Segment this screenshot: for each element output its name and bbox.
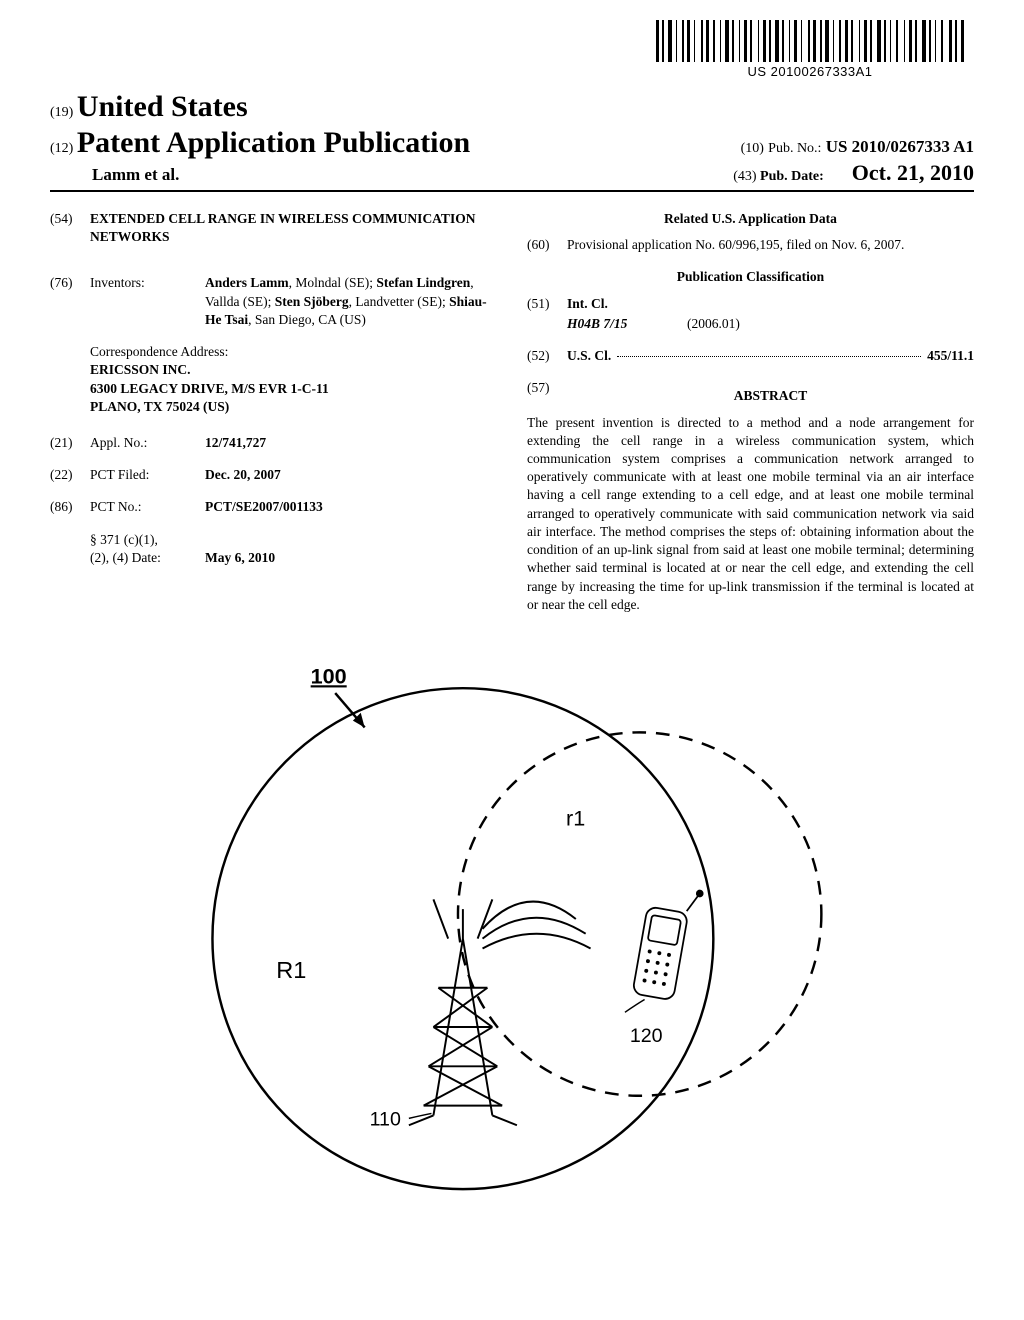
barcode: [656, 20, 964, 62]
tower-icon: [409, 899, 591, 1125]
s371-label-1: § 371 (c)(1),: [90, 532, 158, 547]
abstract-heading: ABSTRACT: [567, 387, 974, 405]
authority-code: (19): [50, 105, 73, 120]
figure-svg: 100 r1 R1 110: [132, 644, 892, 1194]
barcode-block: US 20100267333A1: [656, 20, 964, 79]
uscl-label: U.S. Cl.: [567, 347, 611, 365]
correspondence: Correspondence Address: ERICSSON INC. 63…: [90, 343, 497, 416]
document-header: (19) United States (12) Patent Applicati…: [50, 90, 974, 192]
class-heading: Publication Classification: [527, 268, 974, 286]
related-heading: Related U.S. Application Data: [527, 210, 974, 228]
related-code: (60): [527, 236, 567, 254]
pub-date-code: (43): [733, 169, 756, 184]
corr-line-0: ERICSSON INC.: [90, 361, 497, 379]
pct-no-label: PCT No.:: [90, 498, 205, 516]
fig-label-110: 110: [370, 1108, 401, 1130]
corr-line-1: 6300 LEGACY DRIVE, M/S EVR 1-C-11: [90, 380, 497, 398]
pct-filed: Dec. 20, 2007: [205, 466, 497, 484]
intcl-class: H04B 7/15: [567, 316, 627, 331]
inventors: Anders Lamm, Molndal (SE); Stefan Lindgr…: [205, 274, 497, 329]
s371-date: May 6, 2010: [205, 549, 497, 567]
title-code: (54): [50, 210, 90, 260]
left-column: (54) EXTENDED CELL RANGE IN WIRELESS COM…: [50, 210, 497, 614]
applicants: Lamm et al.: [50, 165, 179, 185]
pub-type-code: (12): [50, 141, 73, 156]
fig-label-R1: R1: [276, 957, 306, 983]
pct-filed-label: PCT Filed:: [90, 466, 205, 484]
intcl-label: Int. Cl.: [567, 295, 608, 313]
pub-no-code: (10): [741, 141, 764, 156]
biblio-columns: (54) EXTENDED CELL RANGE IN WIRELESS COM…: [50, 210, 974, 614]
lead-120: [625, 999, 645, 1012]
appl-no-label: Appl. No.:: [90, 434, 205, 452]
related-text: Provisional application No. 60/996,195, …: [567, 236, 904, 254]
corr-label: Correspondence Address:: [90, 343, 497, 361]
s371-label-2: (2), (4) Date:: [90, 550, 161, 565]
appl-no-code: (21): [50, 434, 90, 452]
pub-no-label: Pub. No.:: [768, 141, 821, 156]
inventors-code: (76): [50, 274, 90, 329]
pct-filed-code: (22): [50, 466, 90, 484]
invention-title: EXTENDED CELL RANGE IN WIRELESS COMMUNIC…: [90, 210, 497, 246]
country: United States: [77, 90, 248, 123]
appl-no: 12/741,727: [205, 434, 497, 452]
abstract-body: The present invention is directed to a m…: [527, 414, 974, 614]
intcl-version: (2006.01): [687, 315, 740, 333]
corr-line-2: PLANO, TX 75024 (US): [90, 398, 497, 416]
pub-date-label: Pub. Date:: [760, 169, 824, 184]
phone-icon: [632, 890, 703, 1000]
pub-type: Patent Application Publication: [77, 126, 470, 159]
intcl-code: (51): [527, 295, 567, 313]
pub-no: US 2010/0267333 A1: [826, 137, 974, 156]
pct-no-code: (86): [50, 498, 90, 516]
uscl-code: (52): [527, 347, 567, 365]
header-rule: [50, 190, 974, 192]
inventors-label: Inventors:: [90, 274, 205, 329]
fig-label-r1: r1: [566, 806, 585, 831]
barcode-text: US 20100267333A1: [656, 64, 964, 79]
fig-label-100: 100: [311, 663, 347, 688]
pct-no: PCT/SE2007/001133: [205, 498, 497, 516]
leader-dots: [617, 347, 921, 357]
abstract-code: (57): [527, 379, 567, 413]
figure: 100 r1 R1 110: [50, 644, 974, 1199]
pub-date: Oct. 21, 2010: [852, 160, 974, 185]
right-column: Related U.S. Application Data (60) Provi…: [527, 210, 974, 614]
fig-label-120: 120: [630, 1025, 663, 1047]
uscl-value: 455/11.1: [927, 347, 974, 365]
